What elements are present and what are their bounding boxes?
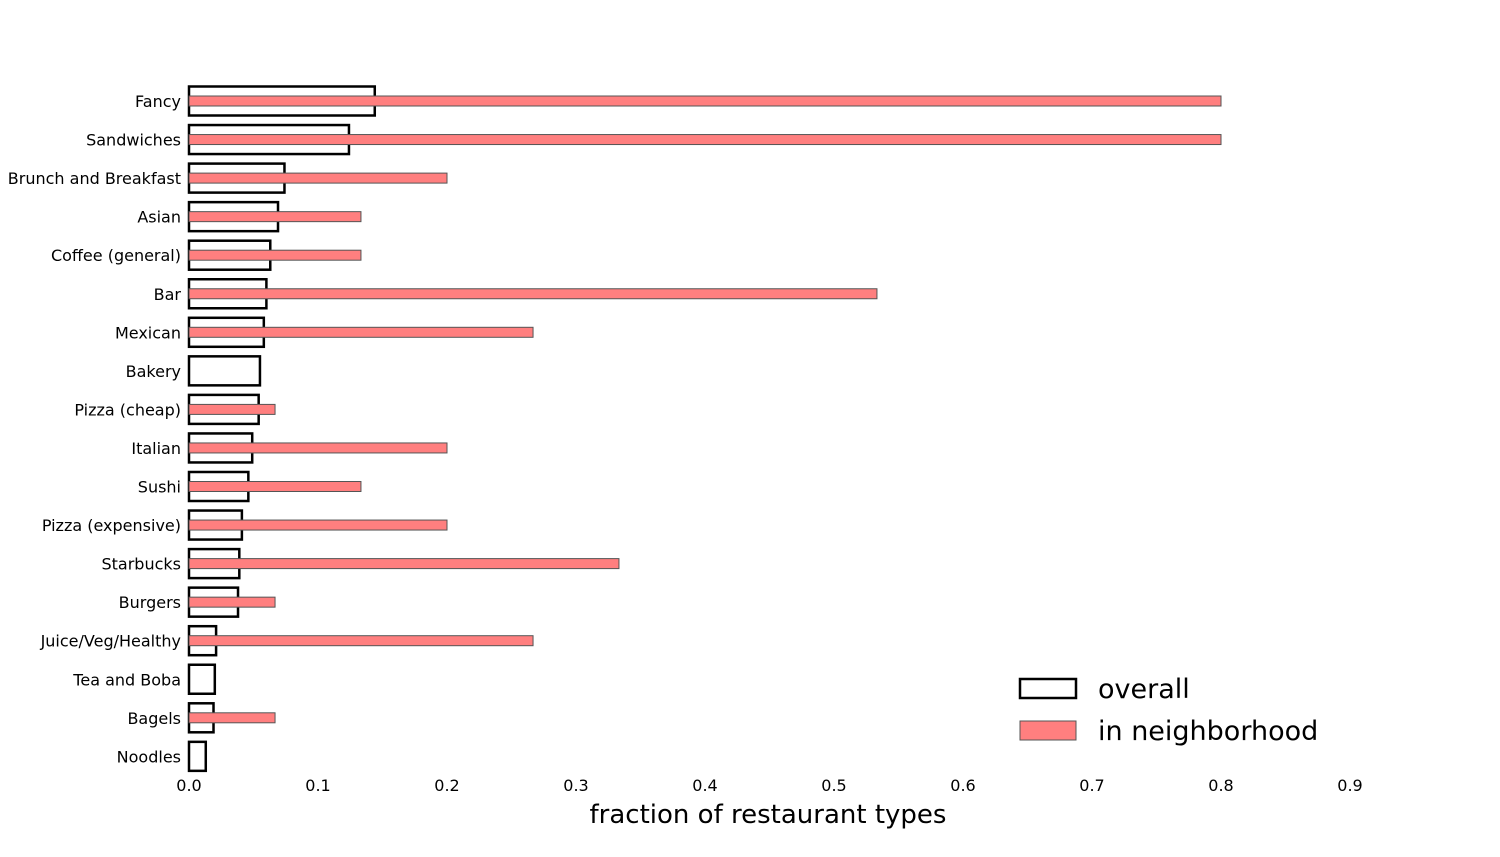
legend-label-overall: overall	[1098, 674, 1190, 705]
category-label: Tea and Boba	[72, 670, 181, 689]
bar-neighborhood-10	[188, 481, 362, 492]
bar-neighborhood-2	[188, 172, 448, 184]
category-labels: Fancy Sandwiches Brunch and Breakfast Asian…	[8, 92, 182, 766]
bar-neighborhood-3	[188, 211, 362, 223]
x-tick-label: 0.6	[950, 776, 975, 795]
bar-overall-17	[187, 740, 208, 773]
legend: overall in neighborhood	[1018, 674, 1318, 747]
bar-neighborhood-14	[188, 635, 534, 647]
category-label: Bakery	[126, 362, 181, 381]
bar-neighborhood-8	[188, 403, 276, 415]
bar-overall-7	[187, 355, 262, 387]
category-label: Starbucks	[101, 555, 181, 574]
bar-neighborhood-1	[188, 134, 1222, 146]
category-label: Pizza (cheap)	[74, 400, 181, 419]
category-label: Brunch and Breakfast	[8, 169, 181, 188]
bar-neighborhood-16	[188, 712, 276, 724]
bar-neighborhood-11	[188, 519, 448, 531]
bar-neighborhood-5	[188, 288, 878, 300]
legend-swatch-neighborhood	[1019, 720, 1077, 741]
legend-label-neighborhood: in neighborhood	[1098, 716, 1318, 747]
bar-neighborhood-9	[188, 442, 448, 454]
category-label: Pizza (expensive)	[42, 516, 181, 535]
bar-neighborhood-4	[188, 249, 362, 261]
category-label: Sushi	[138, 478, 181, 497]
bar-neighborhood-13	[188, 596, 276, 608]
x-axis-ticks: 0.0 0.1 0.2 0.3 0.4 0.5 0.6 0.7 0.8 0.9	[176, 776, 1362, 795]
x-tick-label: 0.2	[434, 776, 459, 795]
category-label: Bagels	[127, 709, 181, 728]
category-label: Asian	[137, 208, 181, 227]
bar-neighborhood-6	[188, 326, 534, 338]
category-label: Juice/Veg/Healthy	[40, 632, 181, 651]
category-label: Fancy	[135, 92, 181, 111]
category-label: Coffee (general)	[51, 246, 181, 265]
bar-overall-15	[187, 663, 217, 695]
category-label: Italian	[131, 439, 181, 458]
x-axis-title: fraction of restaurant types	[590, 800, 947, 830]
category-label: Burgers	[119, 593, 181, 612]
bar-neighborhood-12	[188, 558, 620, 570]
x-tick-label: 0.0	[176, 776, 201, 795]
overall-bars	[187, 85, 377, 773]
category-label: Noodles	[117, 747, 181, 766]
x-tick-label: 0.5	[821, 776, 846, 795]
x-tick-label: 0.9	[1337, 776, 1362, 795]
x-tick-label: 0.3	[563, 776, 588, 795]
x-tick-label: 0.1	[305, 776, 330, 795]
x-tick-label: 0.8	[1208, 776, 1233, 795]
x-tick-label: 0.7	[1079, 776, 1104, 795]
category-label: Sandwiches	[86, 131, 181, 150]
category-label: Mexican	[115, 323, 181, 342]
legend-swatch-overall	[1018, 677, 1078, 700]
bar-neighborhood-0	[188, 95, 1222, 107]
neighborhood-bars	[188, 95, 1222, 724]
x-tick-label: 0.4	[692, 776, 717, 795]
category-label: Bar	[154, 285, 182, 304]
